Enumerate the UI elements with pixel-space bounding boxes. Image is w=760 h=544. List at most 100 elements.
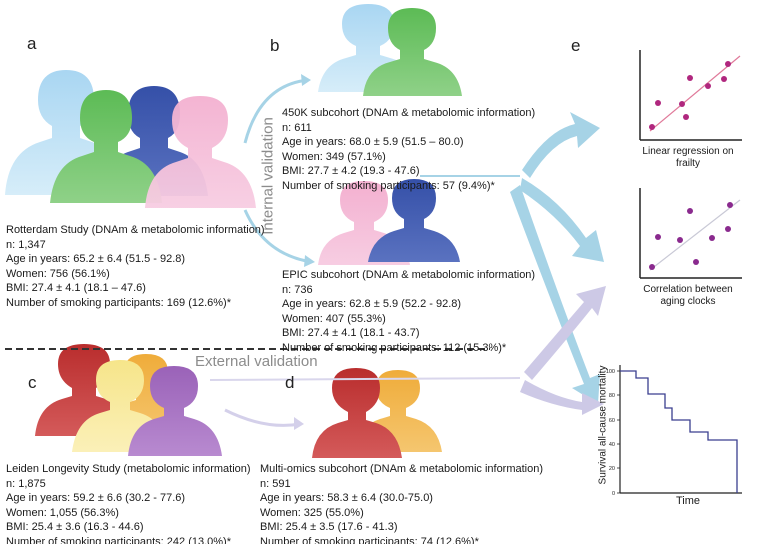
rotterdam-smoking: Number of smoking participants: 169 (12.… [6, 296, 231, 309]
subcohort-450k-women: Women: 349 (57.1%) [282, 150, 386, 163]
panel-letter-a: a [27, 34, 37, 53]
multiomics-title: Multi-omics subcohort (DNAm & metabolomi… [260, 463, 544, 475]
rotterdam-bmi: BMI: 27.4 ± 4.1 (18.1 – 47.6) [6, 282, 146, 294]
leiden-title: Leiden Longevity Study (metabolomic info… [6, 463, 251, 475]
km-chart: 100 80 60 40 20 0 [606, 365, 742, 497]
km-tick-label: 0 [612, 491, 615, 497]
panel-letter-e: e [571, 36, 581, 55]
multiomics-women: Women: 325 (55.0%) [260, 506, 364, 519]
subcohort-450k-title: 450K subcohort (DNAm & metabolomic infor… [282, 107, 536, 119]
multiomics-people-illustration [312, 368, 442, 458]
leiden-info: Leiden Longevity Study (metabolomic info… [6, 462, 251, 544]
km-tick-label: 20 [609, 466, 615, 472]
subcohort-epic-info: EPIC subcohort (DNAm & metabolomic infor… [282, 268, 535, 355]
km-tick-label: 60 [609, 418, 615, 424]
km-tick-label: 100 [606, 369, 615, 375]
subcohort-epic-title: EPIC subcohort (DNAm & metabolomic infor… [282, 269, 536, 281]
external-long-line [209, 377, 521, 381]
km-x-label: Time [676, 495, 701, 507]
person-dark-blue-epic [368, 179, 460, 262]
subcohort-epic-bmi: BMI: 27.4 ± 4.1 (18.1 - 43.7) [282, 327, 420, 339]
multiomics-info: Multi-omics subcohort (DNAm & metabolomi… [260, 462, 543, 544]
leiden-n: n: 1,875 [6, 477, 46, 490]
regression-caption: Linear regression on frailty [626, 146, 750, 170]
external-arrowhead-d [294, 417, 304, 430]
rotterdam-info: Rotterdam Study (DNAm & metabolomic info… [6, 223, 265, 310]
regression-point [721, 76, 727, 82]
arrow-lav-to-correlation [524, 286, 606, 380]
leiden-people-illustration [35, 344, 222, 456]
regression-point [679, 101, 685, 107]
regression-point [655, 100, 661, 106]
internal-validation-label: Internal validation [259, 117, 277, 235]
regression-fit-line [649, 55, 741, 132]
leiden-women: Women: 1,055 (56.3%) [6, 506, 119, 519]
subcohort-epic-smoking: Number of smoking participants: 112 (15.… [282, 341, 507, 354]
subcohort-450k-smoking: Number of smoking participants: 57 (9.4%… [282, 179, 495, 192]
multiomics-age: Age in years: 58.3 ± 6.4 (30.0-75.0) [260, 492, 433, 504]
internal-arrow-to-450k [243, 78, 309, 144]
internal-arrowhead-450k [301, 74, 311, 86]
arrow-to-km [510, 185, 600, 404]
person-green [50, 90, 162, 203]
rotterdam-women: Women: 756 (56.1%) [6, 267, 110, 280]
arrow-to-correlation [520, 178, 604, 262]
km-survival-curve [620, 370, 738, 493]
internal-arrowhead-epic [304, 255, 315, 267]
correlation-point [687, 208, 693, 214]
correlation-point [709, 235, 715, 241]
panel-letter-c: c [28, 373, 37, 392]
correlation-caption-line1: Correlation between [643, 284, 733, 295]
person-pink [145, 96, 256, 208]
rotterdam-title: Rotterdam Study (DNAm & metabolomic info… [6, 224, 265, 236]
correlation-point [725, 226, 731, 232]
panel-letter-d: d [285, 373, 295, 392]
correlation-point [649, 264, 655, 270]
correlation-point [677, 237, 683, 243]
subcohort-450k-n: n: 611 [282, 121, 312, 134]
regression-point [687, 75, 693, 81]
rotterdam-age: Age in years: 65.2 ± 6.4 (51.5 - 92.8) [6, 253, 186, 265]
rotterdam-people-illustration [5, 70, 256, 208]
correlation-caption: Correlation between aging clocks [626, 284, 750, 308]
km-tick-label: 40 [609, 442, 615, 448]
subcohort-450k-people-illustration [318, 4, 462, 96]
km-y-label: Survival all-cause mortality [597, 365, 609, 485]
external-validation-label: External validation [195, 353, 318, 370]
panel-letter-b: b [270, 36, 280, 55]
subcohort-epic-n: n: 736 [282, 283, 313, 296]
arrow-lav-to-km [520, 380, 604, 415]
multiomics-smoking: Number of smoking participants: 74 (12.6… [260, 535, 479, 544]
leiden-bmi: BMI: 25.4 ± 3.6 (16.3 - 44.6) [6, 521, 144, 533]
rotterdam-n: n: 1,347 [6, 238, 46, 251]
internal-arrow-to-epic [243, 209, 313, 264]
correlation-caption-line2: aging clocks [660, 296, 716, 307]
arrow-to-regression [522, 112, 600, 178]
correlation-fit-line [649, 199, 741, 271]
regression-point [649, 124, 655, 130]
regression-point [683, 114, 689, 120]
subcohort-epic-women: Women: 407 (55.3%) [282, 312, 386, 325]
correlation-point [727, 202, 733, 208]
subcohort-450k-age: Age in years: 68.0 ± 5.9 (51.5 – 80.0) [282, 136, 464, 148]
multiomics-bmi: BMI: 25.4 ± 3.5 (17.6 - 41.3) [260, 521, 398, 533]
subcohort-epic-people-illustration [318, 179, 460, 265]
km-tick-label: 80 [609, 393, 615, 399]
correlation-point [693, 259, 699, 265]
regression-chart [639, 50, 742, 141]
person-green-450k [363, 8, 462, 96]
regression-point [725, 61, 731, 67]
subcohort-450k-bmi: BMI: 27.7 ± 4.2 (19.3 - 47.6) [282, 165, 420, 177]
person-red-multiomics [312, 368, 402, 458]
person-purple-leiden [128, 366, 222, 456]
subcohort-epic-age: Age in years: 62.8 ± 5.9 (52.2 - 92.8) [282, 298, 462, 310]
correlation-point [655, 234, 661, 240]
subcohort-450k-info: 450K subcohort (DNAm & metabolomic infor… [282, 106, 535, 193]
multiomics-n: n: 591 [260, 477, 291, 490]
external-arrow-c-to-d [224, 408, 301, 427]
correlation-chart [639, 188, 742, 279]
leiden-smoking: Number of smoking participants: 242 (13.… [6, 535, 231, 544]
regression-point [705, 83, 711, 89]
